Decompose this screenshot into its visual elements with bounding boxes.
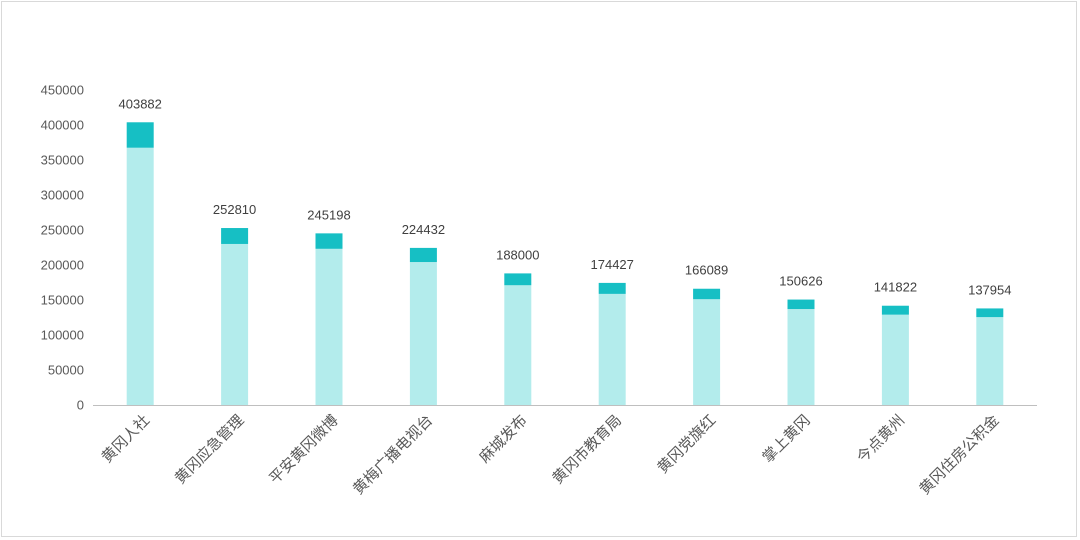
bar-top-9: [881, 305, 909, 315]
bar-base-1: [126, 147, 154, 405]
bar-base-10: [976, 317, 1004, 405]
bar-base-5: [504, 285, 532, 405]
bar-top-4: [409, 247, 437, 263]
data-label: 174427: [591, 257, 634, 272]
y-tick-label: 100000: [41, 328, 84, 343]
data-label: 188000: [496, 247, 539, 262]
x-tick-label: 黄冈人社: [98, 411, 153, 466]
bar-base-8: [787, 309, 815, 405]
bar-base-2: [221, 243, 249, 405]
data-label: 403882: [119, 96, 162, 111]
x-tick-label: 黄冈住房公积金: [916, 411, 1003, 498]
bar-base-7: [693, 299, 721, 405]
y-tick-label: 350000: [41, 153, 84, 168]
x-tick-label: 平安黄冈微博: [265, 411, 341, 487]
bar-top-7: [693, 288, 721, 300]
y-tick-label: 250000: [41, 223, 84, 238]
y-tick-label: 0: [77, 398, 84, 413]
bar-base-6: [598, 293, 626, 405]
data-label: 224432: [402, 222, 445, 237]
data-label: 141822: [874, 280, 917, 295]
x-tick-label: 黄冈党旗红: [654, 411, 720, 477]
bar-top-6: [598, 282, 626, 294]
x-tick-label: 麻城发布: [475, 411, 530, 466]
x-tick-label: 黄梅广播电视台: [349, 411, 436, 498]
y-tick-label: 300000: [41, 188, 84, 203]
bar-base-3: [315, 248, 343, 405]
x-tick-label: 今点黄州: [853, 411, 908, 466]
bar-top-10: [976, 308, 1004, 318]
data-label: 137954: [968, 282, 1011, 297]
x-tick-label: 掌上黄冈: [759, 411, 814, 466]
y-tick-label: 150000: [41, 293, 84, 308]
bar-base-9: [881, 314, 909, 405]
bar-top-5: [504, 273, 532, 286]
y-tick-label: 200000: [41, 258, 84, 273]
bar-base-4: [409, 262, 437, 405]
bar-top-3: [315, 233, 343, 249]
y-tick-label: 50000: [48, 363, 84, 378]
data-label: 150626: [779, 274, 822, 289]
bar-top-8: [787, 299, 815, 310]
x-tick-label: 黄冈市教育局: [549, 411, 625, 487]
data-label: 245198: [307, 207, 350, 222]
data-label: 166089: [685, 263, 728, 278]
bar-top-1: [126, 122, 154, 148]
y-tick-label: 400000: [41, 118, 84, 133]
bar-top-2: [221, 228, 249, 244]
y-tick-label: 450000: [41, 83, 84, 98]
x-tick-label: 黄冈应急管理: [171, 411, 247, 487]
data-label: 252810: [213, 202, 256, 217]
